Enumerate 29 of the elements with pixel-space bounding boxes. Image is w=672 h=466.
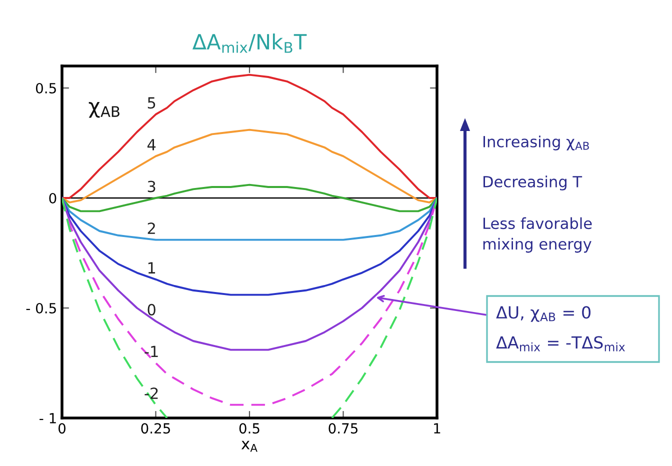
x-tick-label: 0.5 (239, 423, 260, 434)
x-tick-label: 0 (58, 423, 66, 434)
series-label: -1 (144, 346, 158, 358)
text: Increasing χ$_{AB}$ (484, 136, 589, 150)
line-series (62, 197, 437, 241)
text: Less favorable mixing energy (483, 217, 592, 253)
series-label: 3 (148, 180, 156, 192)
y-tick-label: - 1 (40, 413, 56, 424)
x-tick-label: 0.25 (141, 423, 170, 434)
line-series (62, 197, 437, 296)
x-tick-label: 1 (434, 423, 440, 434)
annotation: ΔU, χ$_{AB}$ = 0 (496, 306, 590, 322)
line-series (62, 128, 437, 204)
series-label: 5 (148, 97, 156, 109)
line-series (62, 74, 437, 199)
y-tick-label: 0.5 (36, 82, 56, 94)
annotation: χ$_{AB}$ (88, 102, 120, 118)
series-label: 2 (148, 222, 155, 234)
x-tick-label: 0.75 (328, 423, 358, 434)
series-label: 0 (148, 304, 156, 316)
series-label: -2 (144, 388, 158, 399)
chart-title: ΔA$_{mix}$/Nk$_{B}$T (192, 34, 307, 53)
series-label: 1 (148, 262, 156, 274)
y-tick-label: 0 (49, 192, 56, 204)
series-label: 4 (147, 139, 156, 150)
text: Decreasing T (484, 176, 582, 190)
x-axis-title: x$_{A}$ (241, 440, 258, 452)
y-tick-label: - 0.5 (26, 302, 56, 314)
text: ΔA$_{mix}$ = -TΔS$_{mix}$ (496, 336, 625, 352)
